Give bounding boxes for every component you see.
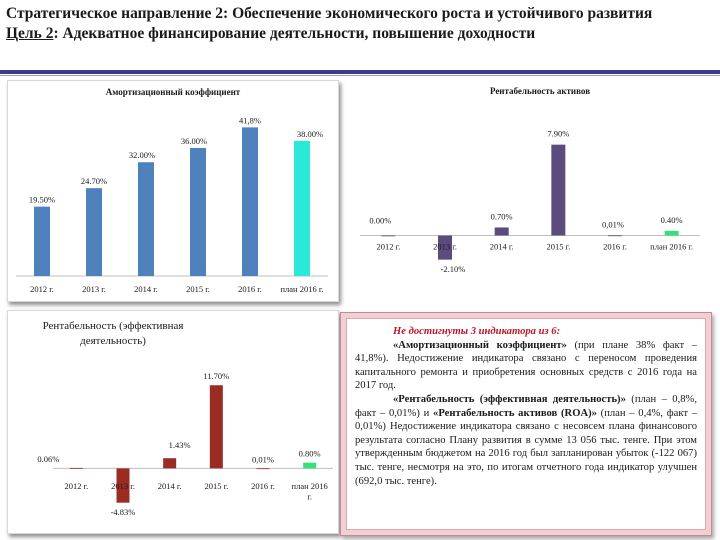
category-label-2: 2014 г. xyxy=(134,284,158,294)
chart-title: Рентабельность (эффективная xyxy=(43,320,184,332)
data-label-1: -2.10% xyxy=(441,264,466,274)
note-paragraph-1: «Амортизационный коэффициент» (при плане… xyxy=(355,339,697,393)
note-p2-text-2: (план – 0,4%, факт – 0,01%) Недостижение… xyxy=(355,407,698,487)
bar-1 xyxy=(86,188,102,276)
data-label-1: 24.70% xyxy=(81,176,107,186)
data-label-5: 38.00% xyxy=(297,129,323,139)
category-label-4: 2016 г. xyxy=(251,481,275,491)
category-label-4: 2016 г. xyxy=(238,284,262,294)
bar-3 xyxy=(551,144,566,236)
profitability-chart: Рентабельность (эффективная деятельность)… xyxy=(37,320,333,517)
bar-3 xyxy=(190,148,206,276)
note-p2-bold-1: «Рентабельность (эффективная деятельност… xyxy=(393,393,626,405)
data-label-4: 0,01% xyxy=(602,219,624,229)
category-label-5: план 2016 г. xyxy=(650,242,693,252)
category-label-2: 2014 г. xyxy=(158,481,182,491)
data-label-2: 0.70% xyxy=(491,211,513,221)
page-header: Стратегическое направление 2: Обеспечени… xyxy=(6,4,714,44)
note-p1-text: (при плане 38% факт – 41,8%). Недостижен… xyxy=(355,339,697,392)
category-label-5: план 2016 г. xyxy=(280,284,323,294)
data-label-2: 1.43% xyxy=(169,440,191,450)
goal-label: Цель 2 xyxy=(6,25,54,42)
bar-0 xyxy=(381,235,396,237)
goal-text: : Адекватное финансирование деятельности… xyxy=(53,25,536,42)
category-label-3: 2015 г. xyxy=(204,481,228,491)
chart-panel-profitability: Рентабельность (эффективная деятельность)… xyxy=(7,310,339,534)
note-paragraph-2: «Рентабельность (эффективная деятельност… xyxy=(355,393,697,488)
header-divider xyxy=(0,70,720,74)
data-label-0: 19.50% xyxy=(29,195,55,205)
category-label-3: 2015 г. xyxy=(546,242,570,252)
category-label-5-cont: г. xyxy=(307,492,312,502)
category-label-4: 2016 г. xyxy=(603,242,627,252)
bar-1 xyxy=(116,468,130,503)
bar-2 xyxy=(138,162,154,276)
bar-4 xyxy=(608,235,622,237)
note-p2-text-1: (план – 0,8%, факт – 0,01%) и xyxy=(355,393,698,419)
category-label-1: 2013 г. xyxy=(82,284,106,294)
note-p1-bold: «Амортизационный коэффициент» xyxy=(393,339,567,351)
category-label-3: 2015 г. xyxy=(186,284,210,294)
bar-2 xyxy=(163,458,177,469)
bar-4 xyxy=(242,127,258,276)
bar-3 xyxy=(209,385,223,469)
note-content: Не достигнуты 3 индикатора из 6: «Аморти… xyxy=(346,318,706,530)
data-label-4: 0,01% xyxy=(252,454,274,464)
category-label-2: 2014 г. xyxy=(490,242,514,252)
note-p2-bold-2: «Рентабельность активов (ROA)» xyxy=(433,407,597,419)
data-label-5: 0.80% xyxy=(299,449,321,459)
chart-title: Рентабельность активов xyxy=(490,86,590,96)
chart-title: Амортизационный коэффициент xyxy=(106,87,241,97)
category-label-1: 2013 г. xyxy=(433,242,457,252)
category-label-0: 2012 г. xyxy=(64,481,88,491)
page-title: Стратегическое направление 2: Обеспечени… xyxy=(6,5,653,22)
category-label-0: 2012 г. xyxy=(376,242,400,252)
data-label-3: 36.00% xyxy=(181,136,207,146)
header-divider-thin xyxy=(0,75,720,76)
data-label-3: 11.70% xyxy=(203,371,229,381)
data-label-4: 41,8% xyxy=(239,115,261,125)
roa-chart: Рентабельность активов 0.00% 2012 г. -2.10%… xyxy=(360,86,700,274)
data-label-3: 7.90% xyxy=(547,129,569,139)
note-box: Не достигнуты 3 индикатора из 6: «Аморти… xyxy=(340,312,712,536)
data-label-2: 32.00% xyxy=(129,150,155,160)
data-label-0: 0.06% xyxy=(37,454,59,464)
bar-5 xyxy=(294,140,310,276)
category-label-5: план 2016 xyxy=(292,481,328,491)
bar-5 xyxy=(303,462,317,469)
bar-2 xyxy=(494,227,509,236)
bar-0 xyxy=(34,206,50,276)
chart-panel-amortization: Амортизационный коэффициент 19.50% 2012 г.… xyxy=(7,80,339,302)
category-label-0: 2012 г. xyxy=(30,284,54,294)
goal-line: Цель 2: Адекватное финансирование деятел… xyxy=(6,24,714,44)
note-heading: Не достигнуты 3 индикатора из 6: xyxy=(393,326,561,337)
data-label-0: 0.00% xyxy=(369,216,391,226)
amortization-chart: Амортизационный коэффициент 19.50% 2012 г.… xyxy=(16,87,328,294)
chart-title: деятельность) xyxy=(80,335,146,347)
data-label-5: 0.40% xyxy=(661,215,683,225)
bar-0 xyxy=(69,467,83,469)
bar-1 xyxy=(438,235,452,260)
data-label-1: -4.83% xyxy=(111,507,136,517)
category-label-1: 2013 г. xyxy=(111,481,135,491)
bar-5 xyxy=(664,230,679,236)
chart-panel-roa: Рентабельность активов 0.00% 2012 г. -2.10%… xyxy=(345,80,705,300)
bar-4 xyxy=(256,468,270,470)
